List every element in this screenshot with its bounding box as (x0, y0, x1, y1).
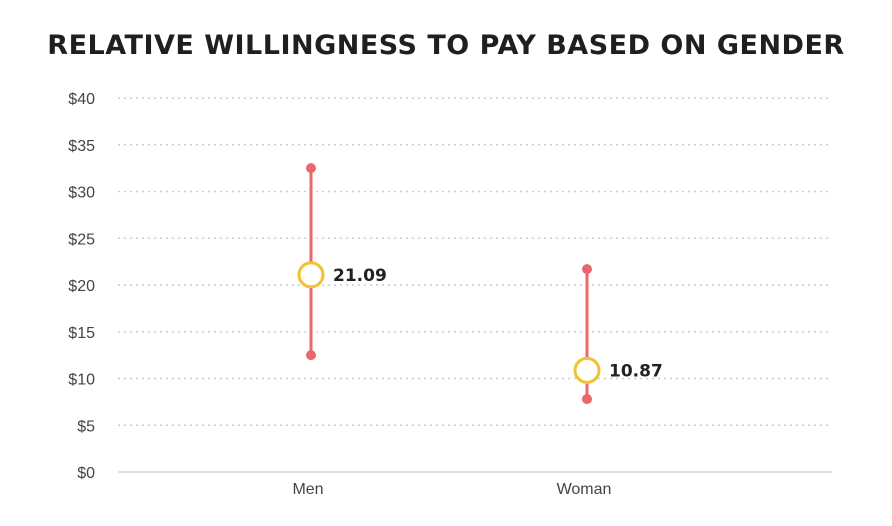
y-tick-label: $30 (68, 185, 95, 202)
y-tick-label: $35 (68, 138, 95, 155)
mean-point (573, 356, 601, 384)
high-point (582, 264, 592, 275)
y-tick-label: $5 (77, 418, 95, 435)
y-tick-label: $40 (68, 91, 95, 108)
low-point (582, 394, 592, 405)
x-category-label: Woman (557, 481, 612, 498)
y-tick-label: $15 (68, 325, 95, 342)
y-tick-label: $25 (68, 231, 95, 248)
high-point (306, 163, 316, 174)
gridlines (118, 97, 832, 426)
y-tick-label: $10 (68, 372, 95, 389)
x-category-label: Men (292, 481, 323, 498)
mean-point (297, 261, 325, 289)
data-marks: 21.09 10.87 (297, 163, 663, 405)
mean-data-label: 21.09 (333, 266, 387, 286)
x-axis-categories: Men Woman (292, 481, 611, 498)
low-point (306, 350, 316, 361)
y-tick-label: $20 (68, 278, 95, 295)
y-axis-ticks: $0 $5 $10 $15 $20 $25 $30 $35 $40 (68, 91, 95, 482)
chart-title: RELATIVE WILLINGNESS TO PAY BASED ON GEN… (47, 30, 845, 61)
mean-data-label: 10.87 (609, 361, 663, 381)
y-tick-label: $0 (77, 465, 95, 482)
